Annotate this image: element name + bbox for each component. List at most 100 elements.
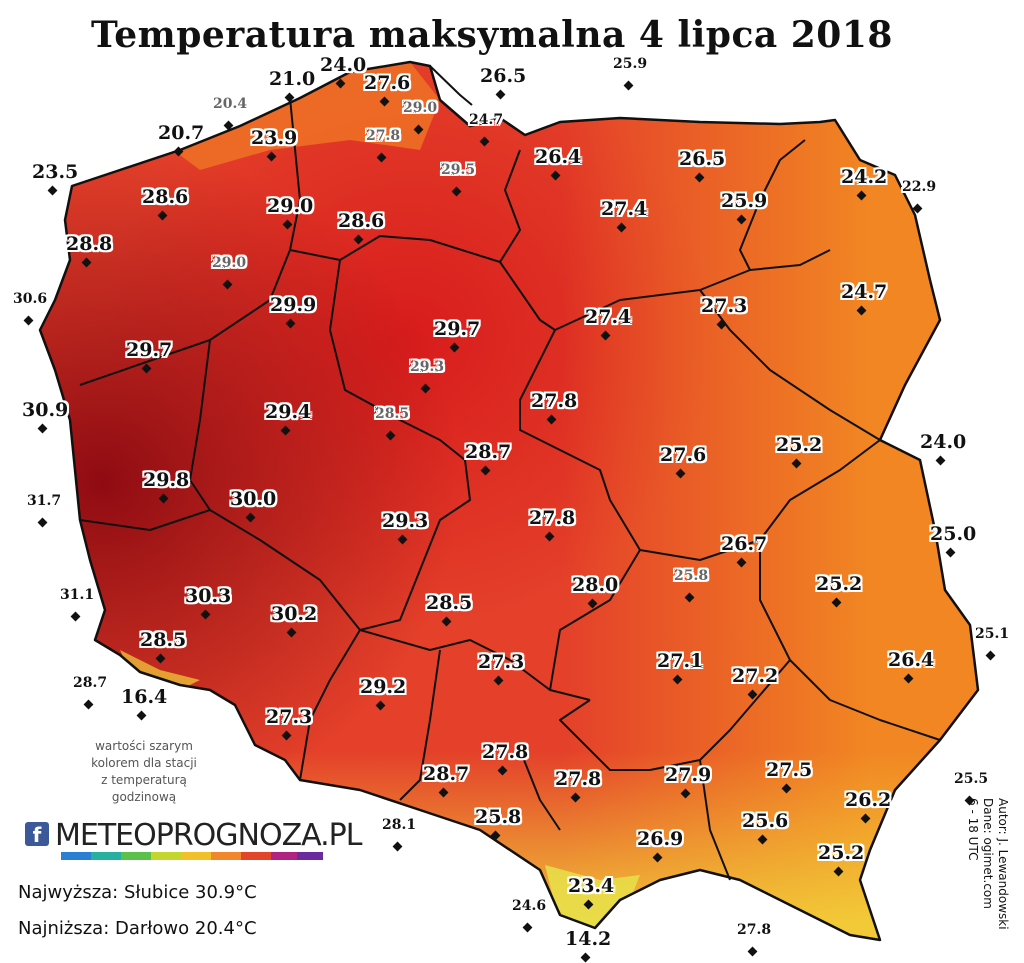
station-temperature: 27.2 — [732, 665, 779, 687]
station-temperature: 22.9 — [902, 179, 937, 195]
station-temperature: 28.5 — [426, 592, 473, 614]
station-temperature: 27.1 — [657, 650, 704, 672]
station-temperature: 23.4 — [568, 875, 615, 897]
credit-data-source: Dane: ogimet.com — [981, 798, 995, 909]
station-temperature: 27.8 — [555, 768, 602, 790]
station-temperature: 24.0 — [920, 431, 967, 453]
station-temperature: 29.7 — [434, 318, 481, 340]
station-temperature: 30.0 — [230, 488, 277, 510]
station-temperature: 30.2 — [271, 603, 318, 625]
station-temperature: 26.4 — [888, 649, 935, 671]
station-temperature: 28.6 — [142, 186, 189, 208]
station-temperature: 26.9 — [637, 828, 684, 850]
station-temperature: 26.4 — [535, 146, 582, 168]
facebook-icon[interactable]: f — [25, 822, 49, 847]
station-temperature: 27.8 — [531, 390, 578, 412]
station-temperature: 14.2 — [565, 928, 612, 950]
station-temperature: 27.5 — [766, 759, 813, 781]
station-temperature: 25.6 — [742, 810, 789, 832]
country-border — [38, 60, 980, 942]
credit-time-range: 6 - 18 UTC — [966, 798, 980, 861]
station-temperature: 25.5 — [954, 771, 989, 787]
station-temperature: 28.7 — [73, 675, 108, 691]
station-temperature: 20.7 — [158, 122, 205, 144]
station-temperature: 25.2 — [818, 842, 865, 864]
station-temperature: 27.6 — [364, 72, 411, 94]
credits: Autor: J. Lewandowski Dane: ogimet.com 6… — [966, 798, 1010, 948]
station-temperature: 25.0 — [930, 523, 977, 545]
station-temperature: 25.2 — [816, 573, 863, 595]
station-temperature: 27.8 — [366, 128, 401, 144]
station-temperature: 29.2 — [360, 676, 407, 698]
legend-note-line: godzinową — [111, 790, 177, 804]
station-temperature: 24.7 — [469, 112, 504, 128]
station-temperature: 30.9 — [22, 399, 69, 421]
credit-author: Autor: J. Lewandowski — [996, 798, 1010, 930]
meteoprognoza-logo[interactable]: f METEOPROGNOZA.PL — [25, 818, 362, 862]
station-temperature: 31.1 — [60, 587, 95, 603]
station-temperature: 29.3 — [410, 359, 445, 375]
station-temperature: 27.4 — [601, 198, 648, 220]
station-temperature: 26.7 — [721, 533, 768, 555]
legend-note-line: wartości szarym — [95, 739, 193, 753]
station-temperature: 29.7 — [126, 339, 173, 361]
hel-peninsula — [429, 65, 473, 106]
station-temperature: 29.0 — [403, 100, 438, 116]
highest-temperature: Najwyższa: Słubice 30.9°C — [18, 882, 257, 903]
station-temperature: 28.5 — [375, 406, 410, 422]
station-temperature: 27.3 — [266, 706, 313, 728]
station-temperature: 20.4 — [213, 96, 248, 112]
station-temperature: 25.2 — [776, 434, 823, 456]
station-temperature: 28.5 — [140, 629, 187, 651]
station-temperature: 25.9 — [613, 56, 648, 72]
station-temperature: 23.5 — [32, 161, 79, 183]
station-temperature: 27.3 — [701, 295, 748, 317]
station-temperature: 27.6 — [660, 444, 707, 466]
station-temperature: 27.8 — [482, 741, 529, 763]
station-temperature: 27.9 — [665, 764, 712, 786]
station-temperature: 29.8 — [143, 469, 190, 491]
station-temperature: 28.7 — [423, 763, 470, 785]
logo-text: METEOPROGNOZA.PL — [55, 818, 362, 853]
province-borders — [79, 97, 941, 881]
station-temperature: 16.4 — [121, 686, 168, 708]
station-temperature: 31.7 — [27, 493, 62, 509]
legend-note: wartości szarym kolorem dla stacji z tem… — [64, 738, 224, 806]
legend-note-line: z temperaturą — [101, 773, 187, 787]
logo-pixel-bar — [61, 852, 323, 860]
station-temperature: 29.4 — [265, 401, 312, 423]
station-temperature: 28.6 — [338, 210, 385, 232]
station-temperature: 28.1 — [382, 817, 417, 833]
legend-note-line: kolorem dla stacji — [91, 756, 197, 770]
station-temperature: 25.8 — [674, 568, 709, 584]
station-temperature: 27.8 — [529, 507, 576, 529]
station-temperature: 27.4 — [585, 306, 632, 328]
station-temperature: 21.0 — [269, 68, 316, 90]
station-temperature: 27.8 — [737, 922, 772, 938]
station-temperature: 25.1 — [975, 626, 1010, 642]
station-temperature: 29.0 — [267, 195, 314, 217]
station-temperature: 26.5 — [480, 65, 527, 87]
station-temperature: 25.8 — [475, 806, 522, 828]
station-temperature: 24.2 — [841, 166, 888, 188]
station-temperature: 30.3 — [185, 585, 232, 607]
lowest-temperature: Najniższa: Darłowo 20.4°C — [18, 918, 257, 939]
station-temperature: 26.2 — [845, 789, 892, 811]
station-temperature: 29.3 — [382, 510, 429, 532]
station-temperature: 24.6 — [512, 898, 547, 914]
station-temperature: 29.5 — [441, 162, 476, 178]
station-temperature: 28.0 — [572, 574, 619, 596]
station-temperature: 28.8 — [66, 233, 113, 255]
station-temperature: 30.6 — [13, 291, 48, 307]
station-temperature: 26.5 — [679, 148, 726, 170]
station-temperature: 29.0 — [212, 255, 247, 271]
station-temperature: 23.9 — [251, 127, 298, 149]
map-title: Temperatura maksymalna 4 lipca 2018 — [91, 14, 893, 56]
station-temperature: 29.9 — [270, 294, 317, 316]
station-temperature: 28.7 — [465, 441, 512, 463]
station-temperature: 25.9 — [721, 190, 768, 212]
station-temperature: 24.7 — [841, 281, 888, 303]
station-temperature: 27.3 — [478, 651, 525, 673]
